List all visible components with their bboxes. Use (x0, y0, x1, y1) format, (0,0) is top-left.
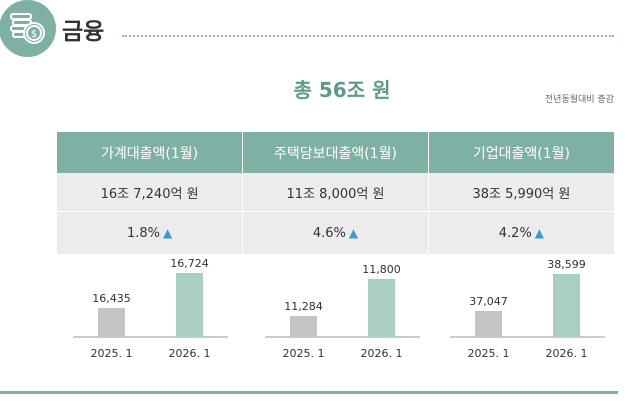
data-label: 37,047 (469, 295, 508, 308)
x-tick-label: 2025. 1 (468, 347, 510, 360)
bottom-divider (0, 391, 618, 394)
table-header-row: 가계대출액(1월) 주택담보대출액(1월) 기업대출액(1월) (57, 132, 614, 173)
column-header: 가계대출액(1월) (57, 132, 244, 173)
comparison-note: 전년동월대비 증감 (544, 95, 614, 105)
amount-cell: 38조 5,990억 원 (428, 173, 614, 212)
change-value: 4.2% (498, 225, 532, 241)
bar (176, 272, 203, 337)
triangle-up-icon: ▲ (534, 225, 545, 240)
bar (368, 278, 395, 337)
change-cell: 4.6% ▲ (242, 211, 429, 254)
x-tick-label: 2025. 1 (91, 347, 133, 360)
data-label: 16,724 (170, 257, 209, 270)
x-tick-label: 2026. 1 (361, 347, 403, 360)
bar-charts: 16,435 2025. 1 16,724 2026. 1 11,284 2025. 1 1… (73, 257, 605, 360)
coins-dollar-icon: $ (0, 0, 56, 57)
bar (475, 310, 502, 337)
x-tick-label: 2026. 1 (546, 347, 588, 360)
change-cell: 1.8% ▲ (57, 211, 244, 254)
change-value: 4.6% (312, 225, 346, 241)
amount-cell: 16조 7,240억 원 (57, 173, 244, 212)
svg-text:$: $ (31, 29, 37, 40)
column-header: 주택담보대출액(1월) (242, 132, 429, 173)
table-row-change: 1.8% ▲ 4.6% ▲ 4.2% ▲ (57, 211, 614, 254)
column-header: 기업대출액(1월) (428, 132, 614, 173)
table-row-amount: 16조 7,240억 원 11조 8,000억 원 38조 5,990억 원 (57, 173, 614, 212)
section-title: 금융 (62, 19, 105, 45)
data-label: 38,599 (547, 258, 586, 271)
data-label: 11,284 (284, 300, 323, 313)
loan-table: 가계대출액(1월) 주택담보대출액(1월) 기업대출액(1월) 16조 7,24… (57, 132, 614, 254)
data-label: 16,435 (92, 292, 131, 305)
triangle-up-icon: ▲ (162, 225, 173, 240)
x-tick-label: 2025. 1 (283, 347, 325, 360)
bar (98, 307, 125, 337)
dotted-divider (122, 35, 614, 37)
bar (290, 315, 317, 337)
change-cell: 4.2% ▲ (428, 211, 614, 254)
total-amount: 총 56조 원 (293, 78, 391, 102)
triangle-up-icon: ▲ (348, 225, 359, 240)
bar (553, 273, 580, 337)
x-tick-label: 2026. 1 (169, 347, 211, 360)
data-label: 11,800 (362, 263, 401, 276)
amount-cell: 11조 8,000억 원 (242, 173, 429, 212)
change-value: 1.8% (126, 225, 160, 241)
